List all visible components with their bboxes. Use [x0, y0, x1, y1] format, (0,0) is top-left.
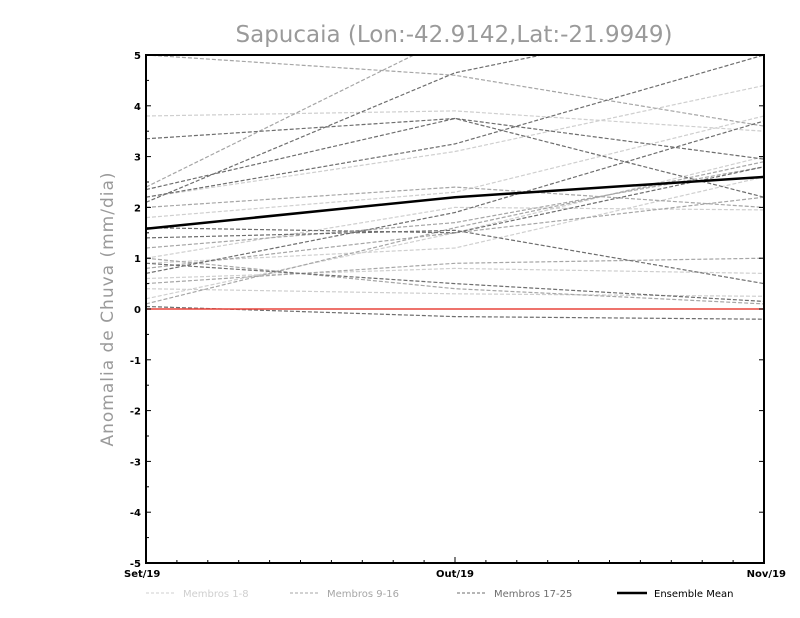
member-lines: [146, 55, 764, 320]
member-line-21: [146, 166, 764, 234]
member-line-9: [146, 55, 764, 127]
member-line-19: [146, 55, 764, 198]
x-tick-label: Out/19: [436, 569, 474, 580]
member-line-15: [146, 257, 764, 285]
member-line-17: [146, 117, 764, 198]
member-line-18: [146, 117, 764, 191]
y-axis-label: Anomalia de Chuva (mm/dia): [98, 171, 118, 446]
member-line-25: [146, 305, 764, 320]
x-tick-label: Nov/19: [747, 569, 786, 580]
y-tick-label: 1: [134, 254, 141, 265]
y-tick-label: -2: [130, 407, 141, 418]
y-tick-label: -4: [130, 508, 141, 519]
y-tick-label: 3: [134, 153, 141, 164]
member-line-5: [146, 176, 764, 264]
member-line-7: [146, 288, 764, 297]
legend: Membros 1-8 Membros 9-16 Membros 17-25 Ense…: [146, 589, 733, 600]
y-tick-label: 0: [134, 305, 141, 316]
member-line-1: [146, 110, 764, 132]
legend-label: Membros 17-25: [494, 589, 572, 600]
y-tick-label: -3: [130, 457, 141, 468]
member-line-12: [146, 166, 764, 249]
chart-title: Sapucaia (Lon:-42.9142,Lat:-21.9949): [236, 22, 673, 48]
y-tick-label: 4: [134, 102, 141, 113]
member-line-22: [146, 229, 764, 285]
legend-label: Membros 9-16: [327, 589, 399, 600]
member-line-14: [146, 196, 764, 269]
legend-label: Ensemble Mean: [654, 589, 733, 600]
y-tick-label: 2: [134, 203, 141, 214]
y-axis-ticks: 5 4 3 2 1 0 -1 -2 -3 -4 -5: [130, 51, 764, 570]
x-tick-label: Set/19: [124, 569, 160, 580]
y-tick-label: 5: [134, 51, 141, 62]
member-line-10: [146, 55, 416, 188]
x-axis-ticks: Set/19 Out/19 Nov/19: [124, 557, 786, 580]
member-line-24: [146, 120, 764, 274]
ensemble-mean-line: [145, 175, 765, 230]
member-line-20: [146, 55, 545, 203]
y-tick-label: -5: [130, 559, 141, 570]
member-line-13: [146, 257, 764, 305]
member-line-2: [146, 84, 764, 198]
member-line-11: [146, 186, 764, 208]
member-line-23: [146, 262, 764, 302]
legend-label: Membros 1-8: [183, 589, 249, 600]
member-line-6: [146, 267, 764, 280]
y-tick-label: -1: [130, 356, 141, 367]
member-line-3: [146, 115, 764, 219]
